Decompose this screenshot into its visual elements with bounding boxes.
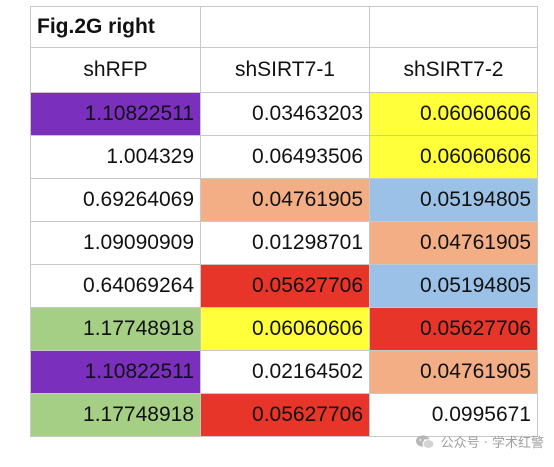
header-row: shRFP shSIRT7-1 shSIRT7-2 (30, 47, 538, 93)
value-cell[interactable]: 0.06060606 (369, 92, 538, 136)
value-cell[interactable]: 1.004329 (30, 135, 201, 179)
value-cell[interactable]: 1.17748918 (30, 393, 201, 437)
value-cell[interactable]: 0.06060606 (200, 307, 370, 351)
value-cell[interactable]: 0.03463203 (200, 92, 370, 136)
table-row: 1.10822511 0.02164502 0.04761905 (30, 350, 538, 394)
value-cell[interactable]: 1.09090909 (30, 221, 201, 265)
header-cell-shrfp[interactable]: shRFP (30, 47, 201, 93)
table-row: 1.10822511 0.03463203 0.06060606 (30, 92, 538, 136)
header-cell-shsirt7-2[interactable]: shSIRT7-2 (369, 47, 538, 93)
watermark-text: 公众号 · 学术红警 (440, 436, 544, 451)
value-cell[interactable]: 1.17748918 (30, 307, 201, 351)
value-cell[interactable]: 0.04761905 (369, 221, 538, 265)
value-cell[interactable]: 1.10822511 (30, 92, 201, 136)
empty-cell[interactable] (200, 6, 370, 48)
value-cell[interactable]: 0.05194805 (369, 264, 538, 308)
value-cell[interactable]: 0.01298701 (200, 221, 370, 265)
table-row: 1.09090909 0.01298701 0.04761905 (30, 221, 538, 265)
table-row: 0.64069264 0.05627706 0.05194805 (30, 264, 538, 308)
value-cell[interactable]: 0.06493506 (200, 135, 370, 179)
value-cell[interactable]: 0.64069264 (30, 264, 201, 308)
value-cell[interactable]: 0.05627706 (369, 307, 538, 351)
value-cell[interactable]: 0.04761905 (200, 178, 370, 222)
value-cell[interactable]: 0.02164502 (200, 350, 370, 394)
value-cell[interactable]: 0.06060606 (369, 135, 538, 179)
watermark: 公众号 · 学术红警 (415, 432, 544, 451)
value-cell[interactable]: 0.05627706 (200, 393, 370, 437)
value-cell[interactable]: 0.04761905 (369, 350, 538, 394)
figure-title-cell[interactable]: Fig.2G right (30, 6, 201, 48)
wechat-icon (415, 434, 435, 450)
data-grid: Fig.2G right shRFP shSIRT7-1 shSIRT7-2 1… (30, 6, 538, 437)
value-cell[interactable]: 1.10822511 (30, 350, 201, 394)
header-cell-shsirt7-1[interactable]: shSIRT7-1 (200, 47, 370, 93)
title-row: Fig.2G right (30, 6, 538, 48)
value-cell[interactable]: 0.0995671 (369, 393, 538, 437)
table-row: 1.17748918 0.06060606 0.05627706 (30, 307, 538, 351)
table-row: 1.17748918 0.05627706 0.0995671 (30, 393, 538, 437)
value-cell[interactable]: 0.05627706 (200, 264, 370, 308)
value-cell[interactable]: 0.69264069 (30, 178, 201, 222)
value-cell[interactable]: 0.05194805 (369, 178, 538, 222)
table-row: 0.69264069 0.04761905 0.05194805 (30, 178, 538, 222)
empty-cell[interactable] (369, 6, 538, 48)
grid-body: Fig.2G right shRFP shSIRT7-1 shSIRT7-2 1… (30, 6, 538, 437)
table-row: 1.004329 0.06493506 0.06060606 (30, 135, 538, 179)
